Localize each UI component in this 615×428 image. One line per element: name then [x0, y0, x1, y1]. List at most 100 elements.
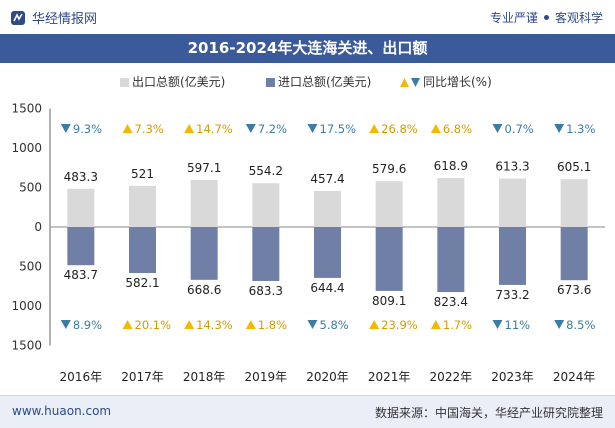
brand: 华经情报网	[10, 8, 97, 27]
chart: 出口总额(亿美元) 进口总额(亿美元) 同比增长(%) 1500 1000 500 0 500…	[11, 74, 605, 384]
export-growth-label: 7.2%	[258, 122, 287, 136]
import-growth-label: 1.8%	[258, 318, 287, 332]
x-tick-label: 2022年	[430, 370, 473, 384]
import-growth-up-triangle-icon	[369, 320, 380, 329]
y-tick-label: 1000	[11, 299, 42, 313]
export-bar	[375, 181, 403, 227]
import-growth-label: 23.9%	[381, 318, 418, 332]
footer-website: www.huaon.com	[12, 404, 112, 418]
import-value-label: 809.1	[372, 294, 406, 308]
tagline-professional: 专业严谨	[489, 11, 538, 25]
export-value-label: 613.3	[495, 160, 529, 174]
import-bar	[314, 227, 341, 278]
import-bar	[560, 227, 588, 281]
import-growth-up-triangle-icon	[122, 320, 133, 329]
import-bar	[437, 227, 465, 293]
export-growth-down-triangle-icon	[60, 124, 71, 133]
import-value-label: 483.7	[64, 268, 98, 282]
export-growth-label: 17.5%	[320, 122, 357, 136]
brand-logo-icon	[11, 10, 25, 25]
import-growth-up-triangle-icon	[430, 320, 441, 329]
tagline: 专业严谨 客观科学	[490, 9, 603, 26]
x-tick-label: 2016年	[60, 370, 103, 384]
y-tick-label: 1000	[11, 141, 42, 155]
export-bar	[499, 178, 526, 227]
export-growth-label: 1.3%	[566, 122, 595, 136]
export-bar	[560, 179, 588, 227]
export-value-label: 483.3	[64, 170, 98, 184]
brand-name: 华经情报网	[32, 12, 98, 27]
export-growth-label: 9.3%	[73, 122, 102, 136]
x-tick-label: 2018年	[183, 370, 226, 384]
import-value-label: 733.2	[495, 288, 529, 302]
import-bar	[499, 227, 526, 285]
y-tick-label: 1500	[11, 339, 42, 353]
export-growth-down-triangle-icon	[245, 124, 256, 133]
import-growth-label: 8.5%	[566, 318, 595, 332]
export-bar	[252, 183, 280, 227]
top-bar: 华经情报网 专业严谨 客观科学	[0, 0, 615, 34]
import-growth-down-triangle-icon	[60, 320, 71, 329]
x-tick-label: 2019年	[245, 370, 288, 384]
export-value-label: 579.6	[372, 162, 406, 176]
import-bar	[375, 227, 403, 291]
footer-source: 数据来源：中国海关，华经产业研究院整理	[374, 406, 603, 420]
legend-swatch-import	[266, 78, 275, 87]
import-growth-up-triangle-icon	[184, 320, 195, 329]
import-value-label: 582.1	[125, 276, 159, 290]
import-value-label: 683.3	[249, 284, 283, 298]
y-tick-label: 0	[34, 220, 42, 234]
y-tick-label: 500	[19, 260, 42, 274]
import-growth-label: 1.7%	[443, 318, 472, 332]
import-growth-up-triangle-icon	[245, 320, 256, 329]
export-growth-label: 14.7%	[196, 122, 233, 136]
legend-down-triangle-icon	[411, 78, 420, 87]
export-growth-up-triangle-icon	[369, 124, 380, 133]
import-growth-down-triangle-icon	[554, 320, 565, 329]
export-value-label: 521	[131, 167, 154, 181]
import-growth-label: 20.1%	[135, 318, 172, 332]
export-value-label: 457.4	[310, 172, 344, 186]
import-growth-down-triangle-icon	[307, 320, 318, 329]
export-bar	[67, 188, 95, 227]
import-growth-label: 11%	[505, 318, 531, 332]
separator-dot-icon	[543, 15, 549, 20]
import-value-label: 823.4	[434, 295, 468, 309]
x-tick-label: 2020年	[306, 370, 349, 384]
x-tick-label: 2024年	[553, 370, 596, 384]
export-value-label: 618.9	[434, 159, 468, 173]
title-bar: 2016-2024年大连海关进、出口额	[0, 34, 615, 63]
export-growth-label: 0.7%	[505, 122, 534, 136]
x-tick-label: 2021年	[368, 370, 411, 384]
import-value-label: 673.6	[557, 283, 591, 297]
chart-title: 2016-2024年大连海关进、出口额	[187, 39, 428, 57]
legend-label-growth: 同比增长(%)	[423, 75, 492, 89]
export-growth-label: 6.8%	[443, 122, 472, 136]
import-growth-label: 14.3%	[196, 318, 233, 332]
x-tick-label: 2023年	[491, 370, 534, 384]
export-bar	[314, 190, 341, 227]
import-value-label: 644.4	[310, 281, 344, 295]
legend-swatch-export	[120, 78, 129, 87]
import-growth-label: 8.9%	[73, 318, 102, 332]
export-value-label: 605.1	[557, 160, 591, 174]
legend-label-export: 出口总额(亿美元)	[132, 74, 225, 89]
export-growth-down-triangle-icon	[554, 124, 565, 133]
export-growth-up-triangle-icon	[122, 124, 133, 133]
import-bar	[190, 227, 218, 280]
y-tick-label: 1500	[11, 102, 42, 116]
export-growth-up-triangle-icon	[430, 124, 441, 133]
x-tick-label: 2017年	[121, 370, 164, 384]
export-growth-down-triangle-icon	[492, 124, 503, 133]
export-growth-label: 26.8%	[381, 122, 418, 136]
export-bar	[129, 185, 156, 227]
legend-up-triangle-icon	[400, 78, 409, 87]
import-bar	[67, 227, 95, 266]
import-growth-down-triangle-icon	[492, 320, 503, 329]
import-value-label: 668.6	[187, 283, 221, 297]
export-bar	[190, 179, 218, 227]
import-bar	[129, 227, 156, 273]
y-tick-label: 500	[19, 181, 42, 195]
export-bar	[437, 178, 465, 227]
tagline-objective: 客观科学	[554, 11, 603, 25]
